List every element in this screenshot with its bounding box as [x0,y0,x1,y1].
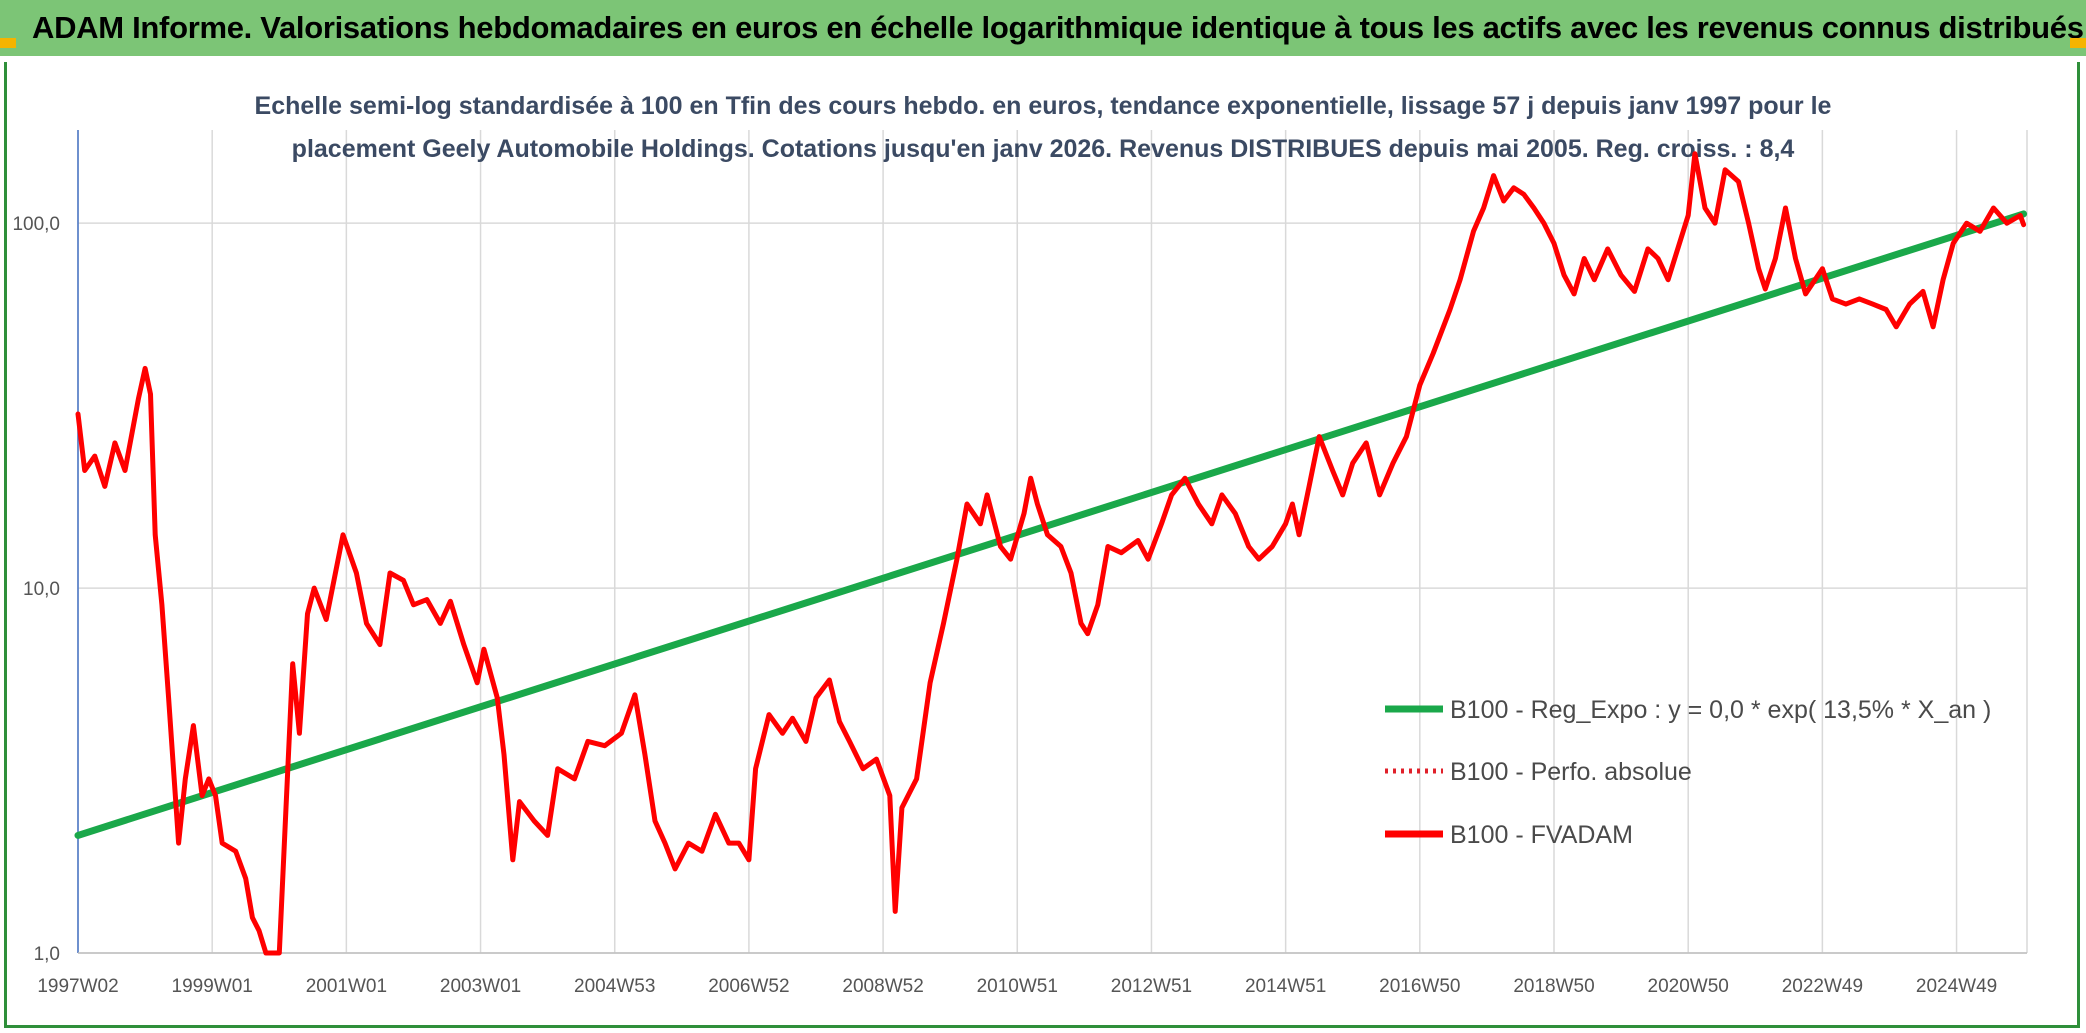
corner-mark-right [2070,38,2086,48]
x-tick-label-1: 1999W01 [172,976,253,997]
x-tick-label-5: 2006W52 [708,976,789,997]
legend-label-regression: B100 - Reg_Expo : y = 0,0 * exp( 13,5% *… [1450,696,1991,724]
x-tick-label-10: 2016W50 [1379,976,1460,997]
x-tick-label-13: 2022W49 [1782,976,1863,997]
header-banner: ADAM Informe. Valorisations hebdomadaire… [0,0,2086,56]
x-tick-label-3: 2003W01 [440,976,521,997]
y-tick-label-1: 10,0 [23,579,60,600]
x-tick-label-11: 2018W50 [1513,976,1594,997]
x-tick-label-12: 2020W50 [1648,976,1729,997]
x-tick-labels: 1997W02 1999W01 2001W01 2003W01 2004W53 2006W… [37,976,1997,997]
x-tick-label-14: 2024W49 [1916,976,1997,997]
y-tick-label-2: 100,0 [12,214,60,235]
x-tick-label-2: 2001W01 [306,976,387,997]
corner-mark-left [0,38,16,48]
chart-frame [4,62,2080,1028]
x-tick-label-6: 2008W52 [842,976,923,997]
legend-label-perfo: B100 - Perfo. absolue [1450,758,1692,786]
series-fvadam-line [75,151,2027,956]
x-tick-label-4: 2004W53 [574,976,655,997]
y-tick-label-0: 1,0 [34,944,60,965]
x-tick-label-9: 2014W51 [1245,976,1326,997]
series-lines [74,151,2028,956]
x-tick-label-7: 2010W51 [977,976,1058,997]
x-tick-label-0: 1997W02 [37,976,118,997]
legend: B100 - Reg_Expo : y = 0,0 * exp( 13,5% *… [1385,696,1991,849]
legend-label-fvadam: B100 - FVADAM [1450,821,1633,849]
chart-title-line1: Echelle semi-log standardisée à 100 en T… [255,92,1832,120]
x-tick-label-8: 2012W51 [1111,976,1192,997]
chart-title-line2: placement Geely Automobile Holdings. Cot… [292,135,1795,163]
banner-title: ADAM Informe. Valorisations hebdomadaire… [32,10,2084,45]
y-tick-labels: 1,0 10,0 100,0 [12,214,60,965]
series-regression-line [74,210,2028,839]
